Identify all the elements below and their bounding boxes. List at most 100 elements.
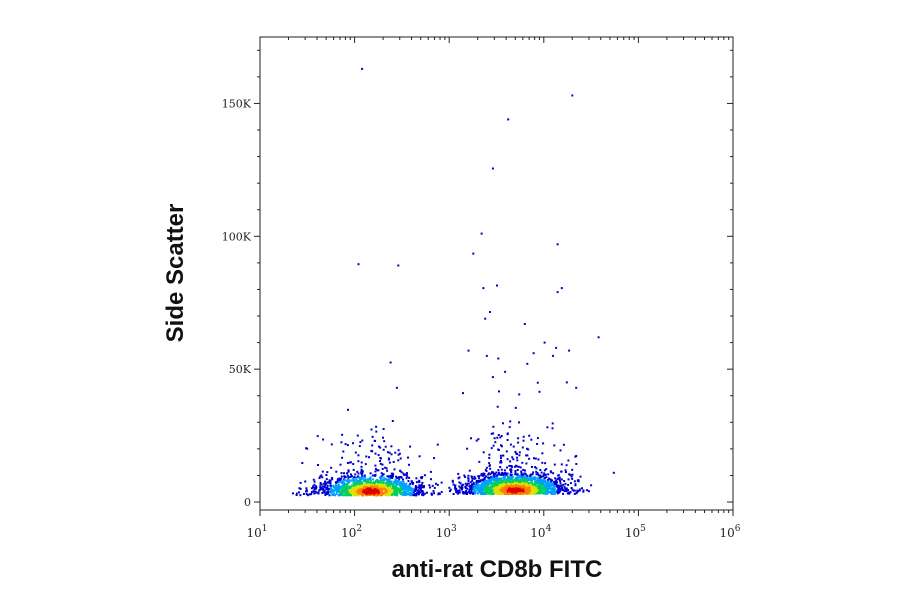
event-dot bbox=[477, 487, 480, 490]
event-dot bbox=[485, 466, 488, 469]
event-dot bbox=[317, 464, 319, 466]
event-dot bbox=[350, 473, 352, 476]
event-dot bbox=[369, 479, 372, 482]
event-dot bbox=[522, 490, 525, 493]
event-dot bbox=[484, 483, 487, 486]
event-dot bbox=[380, 472, 383, 475]
event-dot bbox=[543, 489, 546, 492]
event-dot bbox=[551, 427, 554, 430]
event-dot bbox=[459, 486, 462, 489]
event-dot bbox=[392, 475, 394, 477]
event-dot bbox=[492, 485, 495, 488]
event-dot bbox=[483, 477, 486, 480]
event-dot bbox=[503, 480, 506, 483]
event-dot bbox=[305, 447, 308, 450]
event-dot bbox=[497, 473, 500, 476]
event-dot bbox=[489, 467, 492, 470]
event-dot bbox=[490, 476, 492, 479]
event-dot bbox=[554, 485, 556, 488]
event-dot bbox=[500, 468, 503, 471]
event-dot bbox=[545, 468, 548, 471]
event-dot bbox=[315, 485, 317, 488]
event-dot bbox=[370, 428, 373, 431]
event-dot bbox=[541, 492, 544, 495]
x-tick-label: 105 bbox=[625, 524, 646, 540]
event-dot bbox=[553, 483, 556, 486]
event-dot bbox=[573, 489, 576, 492]
event-dot bbox=[490, 481, 493, 484]
event-dot bbox=[319, 482, 322, 484]
event-dot bbox=[509, 443, 512, 446]
event-dot bbox=[379, 446, 382, 449]
event-dot bbox=[357, 460, 360, 463]
event-dot bbox=[334, 489, 337, 492]
event-dot bbox=[451, 480, 454, 483]
event-dot bbox=[547, 482, 549, 485]
event-dot bbox=[368, 490, 371, 493]
event-dot bbox=[337, 483, 340, 486]
event-dot bbox=[483, 474, 486, 476]
event-dot bbox=[361, 494, 364, 497]
event-dot bbox=[366, 480, 368, 483]
event-dot bbox=[388, 489, 390, 492]
event-dot bbox=[409, 491, 412, 494]
event-dot bbox=[418, 479, 421, 482]
event-dot bbox=[538, 480, 541, 483]
event-dot bbox=[521, 492, 524, 495]
event-dot bbox=[390, 453, 393, 456]
event-dot bbox=[345, 484, 348, 487]
event-dot bbox=[344, 443, 347, 446]
event-dot bbox=[423, 474, 426, 477]
event-dot bbox=[518, 489, 521, 492]
event-dot bbox=[462, 483, 465, 486]
event-dot bbox=[319, 486, 322, 489]
event-dot bbox=[414, 490, 417, 493]
x-tick-label-exponent: 5 bbox=[640, 524, 646, 534]
event-dot bbox=[467, 474, 470, 477]
event-dot bbox=[506, 466, 508, 469]
event-dot bbox=[548, 487, 551, 490]
event-dot bbox=[359, 441, 362, 444]
event-dot bbox=[544, 462, 547, 465]
event-dot bbox=[536, 443, 539, 445]
event-dot bbox=[535, 473, 538, 476]
event-dot bbox=[402, 482, 405, 485]
event-dot bbox=[394, 451, 397, 454]
event-dot bbox=[371, 493, 374, 496]
event-dot bbox=[460, 488, 463, 491]
event-dot bbox=[518, 474, 521, 477]
event-dot bbox=[464, 476, 467, 478]
event-dot bbox=[573, 492, 576, 495]
event-dot bbox=[465, 484, 468, 487]
event-dot bbox=[524, 490, 527, 493]
event-dot bbox=[538, 491, 541, 494]
event-dot bbox=[469, 484, 472, 487]
event-dot bbox=[374, 470, 377, 473]
event-dot bbox=[506, 481, 509, 484]
event-dot bbox=[554, 477, 557, 480]
event-dot bbox=[390, 476, 393, 479]
event-dot bbox=[358, 445, 361, 448]
y-tick-label: 100K bbox=[222, 230, 252, 243]
event-dot bbox=[535, 487, 538, 490]
event-dot bbox=[357, 454, 360, 457]
event-dot bbox=[499, 436, 502, 439]
x-tick-label-exponent: 1 bbox=[262, 524, 268, 534]
event-dot bbox=[373, 486, 376, 489]
event-dot bbox=[485, 490, 488, 493]
event-dot bbox=[305, 490, 307, 493]
event-dot bbox=[506, 477, 509, 480]
event-dot bbox=[395, 491, 398, 494]
event-dot bbox=[525, 454, 528, 457]
event-dot bbox=[411, 483, 414, 486]
event-dot bbox=[500, 435, 503, 437]
event-dot bbox=[493, 437, 496, 440]
event-dot bbox=[521, 474, 524, 477]
event-dot bbox=[546, 479, 549, 482]
event-dot bbox=[537, 486, 539, 489]
event-dot bbox=[336, 486, 339, 489]
event-dot bbox=[355, 490, 358, 493]
event-dot bbox=[299, 481, 302, 484]
event-dot bbox=[391, 420, 394, 422]
event-dot bbox=[499, 473, 502, 476]
